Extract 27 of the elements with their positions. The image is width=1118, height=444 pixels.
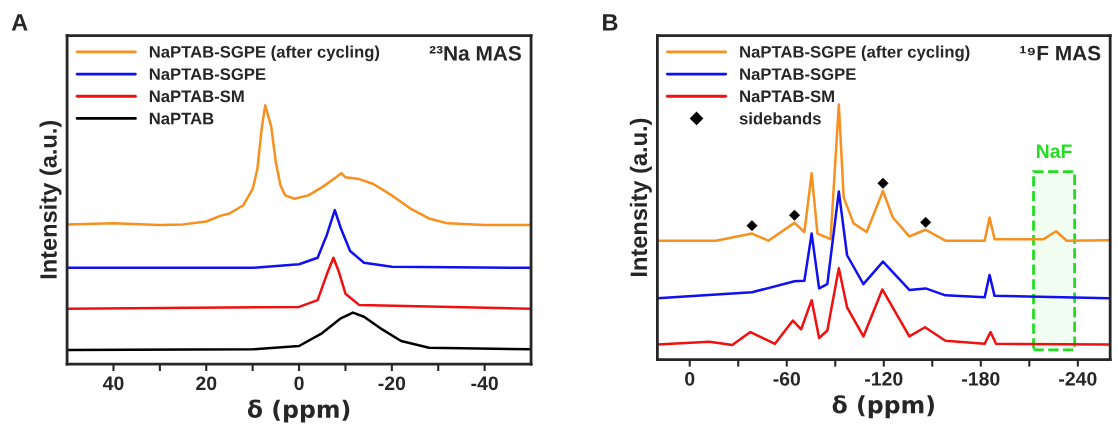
legend-label: NaPTAB-SGPE (after cycling)	[149, 45, 380, 62]
legend-label: NaPTAB-SM	[740, 90, 834, 103]
x-tick-label: -20	[378, 376, 406, 391]
text: ²³Na MAS	[429, 45, 521, 61]
x-tick-label: 0	[294, 376, 304, 391]
x-tick-label: 20	[196, 376, 217, 391]
text: ¹⁹F MAS	[1020, 45, 1101, 61]
x-tick-label: -180	[962, 371, 1000, 386]
x-axis-title: δ (ppm)	[832, 395, 934, 419]
x-tick-label: 0	[685, 371, 695, 386]
x-tick-label: -60	[773, 371, 801, 386]
x-tick-label: 40	[102, 376, 124, 391]
band-label: NaF	[1036, 144, 1072, 159]
legend-label: NaPTAB-SGPE	[740, 68, 856, 81]
legend-label: NaPTAB	[149, 112, 214, 125]
legend-label: NaPTAB-SGPE (after cycling)	[740, 45, 970, 62]
y-axis-title: Intensity (a.u.)	[629, 118, 652, 277]
y-axis-title: Intensity (a.u.)	[39, 120, 62, 279]
chart-title: A	[11, 14, 28, 31]
x-tick-label: -240	[1059, 371, 1097, 386]
x-tick-label: -120	[865, 371, 903, 386]
legend-label: NaPTAB-SGPE	[149, 68, 266, 81]
x-tick-label: -40	[471, 376, 498, 391]
legend-label: sidebands	[739, 112, 821, 125]
chart-title: B	[603, 14, 618, 31]
x-axis-title: δ (ppm)	[247, 399, 350, 423]
legend-label: NaPTAB-SM	[149, 90, 244, 103]
